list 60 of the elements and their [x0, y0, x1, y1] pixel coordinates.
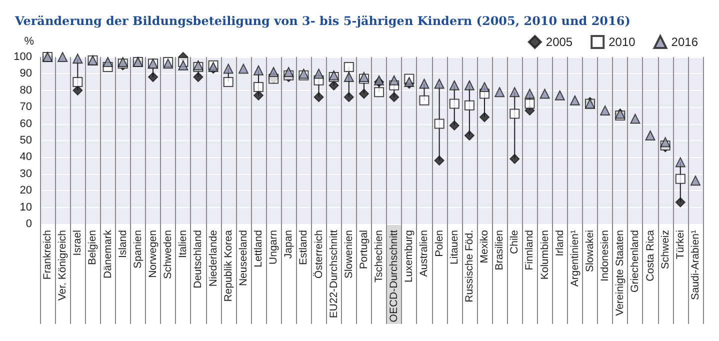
y-tick-label: 100 [14, 51, 32, 63]
legend-label: 2005 [546, 35, 573, 49]
x-tick-label: Russische Föd. [463, 230, 476, 302]
x-tick-label: Israel [72, 230, 84, 256]
legend-label: 2016 [671, 35, 698, 49]
y-tick-label: 80 [20, 84, 32, 96]
chart-title: Veränderung der Bildungsbeteiligung von 3- bis 5-jährigen Kindern (2005, 2010 und 2016) [14, 14, 630, 28]
x-tick-label: Tschechien [373, 230, 386, 283]
x-tick-label: Neuseeland [237, 230, 250, 286]
y-tick-label: 70 [20, 101, 32, 114]
x-tick-label: Norwegen [147, 230, 160, 278]
x-tick-label: Portugal [358, 230, 370, 270]
x-tick-label: Brasilien [494, 230, 506, 270]
x-tick-label: Dänemark [102, 229, 114, 278]
x-tick-label: Deutschland [192, 230, 204, 288]
x-tick-label: Vereinigte Staaten [614, 230, 626, 316]
x-tick-label: Luxemburg [403, 230, 416, 283]
x-tick-label: Griechenland [629, 230, 642, 292]
x-tick-label: Mexiko [478, 230, 491, 264]
x-tick-label: Ungarn [268, 230, 280, 264]
legend-label: 2010 [608, 35, 636, 49]
x-tick-label: Lettland [252, 230, 264, 268]
y-tick-label: 90 [20, 68, 32, 80]
x-tick-label: Island [116, 230, 129, 258]
x-tick-label: Australien [418, 230, 430, 277]
x-tick-label: Estland [298, 230, 310, 266]
x-tick-label: Japan [282, 230, 295, 259]
y-tick-label: 0 [26, 218, 32, 230]
y-tick-label: 30 [20, 168, 32, 180]
x-tick-label: Argentinien¹ [568, 230, 581, 287]
x-tick-label: Österreich [312, 230, 325, 278]
x-tick-label: Kolumbien [538, 230, 551, 280]
x-tick-label: Indonesien [599, 230, 612, 282]
y-tick-label: 60 [20, 118, 32, 130]
x-tick-label: Italien [177, 230, 190, 258]
x-tick-label: Frankreich [42, 230, 54, 280]
x-tick-label: Republik Korea [222, 230, 234, 302]
x-tick-label: Schweiz [659, 230, 672, 270]
x-tick-label: OECD-Durchschnitt [388, 230, 400, 322]
y-tick-label: 10 [20, 201, 32, 214]
x-tick-label: Schweden [162, 230, 174, 280]
x-tick-label: Slowenien [342, 230, 355, 278]
x-tick-label: EU22-Durchschnitt [328, 230, 340, 318]
x-tick-label: Ver. Königreich [56, 230, 69, 301]
x-tick-label: Türkei [674, 230, 686, 260]
x-tick-label: Niederlande [207, 230, 220, 287]
y-tick-label: 40 [20, 151, 32, 164]
x-tick-label: Slowakei [584, 230, 596, 272]
x-tick-label: Litauen [448, 230, 460, 264]
x-tick-label: Chile [508, 230, 521, 254]
x-tick-label: Belgien [86, 230, 99, 266]
x-tick-label: Irland [554, 230, 566, 256]
x-tick-label: Finnland [524, 230, 536, 270]
x-tick-label: Costa Rica [644, 230, 656, 282]
y-tick-label: 50 [20, 134, 32, 146]
y-axis-title: % [24, 36, 34, 48]
x-tick-label: Polen [433, 230, 446, 257]
y-tick-label: 20 [20, 184, 32, 197]
x-tick-label: Spanien [132, 230, 144, 269]
x-tick-label: Saudi-Arabien¹ [689, 230, 702, 300]
